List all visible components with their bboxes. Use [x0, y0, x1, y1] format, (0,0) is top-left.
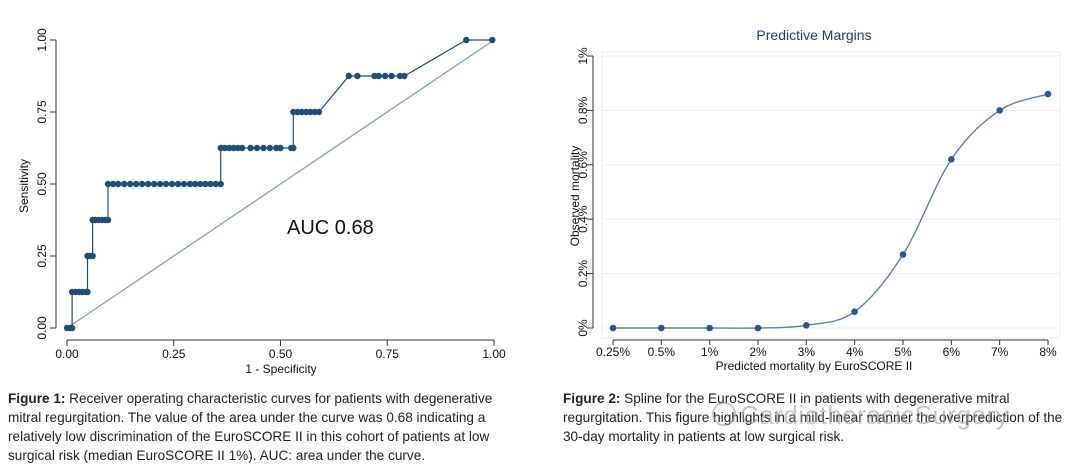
- roc-point: [212, 180, 219, 188]
- pm-point: [996, 107, 1003, 114]
- roc-point: [186, 180, 194, 188]
- roc-point: [138, 180, 146, 188]
- roc-point: [162, 180, 170, 188]
- pm-x-tick-label: 1%: [701, 345, 719, 359]
- roc-point: [388, 72, 395, 80]
- pm-point: [1044, 90, 1052, 98]
- roc-point: [126, 180, 134, 188]
- roc-point: [202, 180, 209, 188]
- pm-x-tick-label: 0.25%: [596, 345, 630, 359]
- roc-point: [247, 144, 254, 152]
- predictive-margins-chart: 0% 0.2% 0.4% 0.6% 0.8% 1% 0.25% 0.5% 1% 2% 3% 4% 5% 6…: [568, 27, 1061, 373]
- roc-y-tick-label: 1.00: [35, 28, 49, 52]
- roc-point: [84, 288, 91, 296]
- watermark-text: CardiothoracicSurgery: [740, 400, 1010, 430]
- pm-ylabel: Observed mortality: [568, 146, 582, 247]
- pm-x-tick-label: 5%: [894, 345, 912, 359]
- pm-point: [851, 308, 858, 315]
- roc-point: [115, 180, 122, 188]
- roc-y-tick-label: 0.25: [35, 244, 49, 268]
- roc-y-tick-label: 0.00: [35, 316, 49, 340]
- wechat-icon: [712, 402, 736, 426]
- watermark: CardiothoracicSurgery: [712, 400, 1009, 431]
- figure-2-caption: Figure 2: Spline for the EuroSCORE II in…: [563, 389, 1075, 446]
- roc-point: [290, 144, 297, 152]
- roc-x-tick-label: 0.75: [376, 347, 400, 361]
- pm-xlabel: Predicted mortality by EuroSCORE II: [716, 359, 913, 373]
- roc-point: [354, 72, 361, 80]
- figure-2-text: Spline for the EuroSCORE II in patients …: [563, 391, 1063, 444]
- pm-x-tick-label: 3%: [798, 345, 816, 359]
- roc-point: [266, 144, 274, 152]
- figure-1: 0.00 0.25 0.50 0.75 1.00 0.00 0.25 0.50 0.75 1.00…: [0, 0, 540, 380]
- figure-1-text: Receiver operating characteristic curves…: [8, 391, 493, 463]
- auc-annotation: AUC 0.68: [287, 217, 374, 239]
- roc-xlabel: 1 - Specificity: [245, 362, 316, 376]
- roc-point: [174, 180, 182, 188]
- roc-point: [401, 72, 408, 80]
- pm-line: [613, 93, 1049, 329]
- roc-point: [104, 180, 112, 188]
- pm-point: [706, 324, 713, 332]
- roc-point: [197, 180, 204, 188]
- pm-point: [754, 324, 762, 332]
- roc-point: [168, 180, 176, 188]
- pm-x-tick-label: 6%: [943, 345, 961, 359]
- roc-point: [68, 324, 76, 332]
- pm-point: [658, 324, 665, 332]
- pm-x-tick-label: 4%: [846, 345, 864, 359]
- roc-chart: 0.00 0.25 0.50 0.75 1.00 0.00 0.25 0.50 0.75 1.00…: [17, 28, 506, 376]
- roc-x-tick-label: 1.00: [482, 347, 506, 361]
- roc-point: [109, 180, 117, 188]
- pm-y-tick-label: 0.8%: [576, 96, 590, 124]
- pm-point: [899, 251, 907, 258]
- roc-x-tick-label: 0.25: [162, 347, 186, 361]
- roc-point: [104, 216, 112, 224]
- roc-point: [156, 180, 164, 188]
- reference-line: [66, 39, 495, 329]
- roc-point: [345, 72, 353, 80]
- roc-point: [207, 180, 214, 188]
- figure-1-label: Figure 1:: [8, 391, 66, 406]
- pm-y-tick-label: 0.2%: [576, 260, 590, 288]
- roc-y-tick-label: 0.75: [35, 100, 49, 124]
- pm-point: [948, 156, 955, 163]
- roc-point: [238, 144, 246, 152]
- roc-point: [489, 36, 496, 44]
- roc-point: [89, 252, 96, 260]
- roc-x-tick-label: 0.00: [55, 347, 79, 361]
- roc-point: [121, 180, 128, 188]
- pm-point: [609, 324, 617, 332]
- roc-point: [144, 180, 152, 188]
- roc-point: [277, 144, 284, 152]
- roc-point: [132, 180, 140, 188]
- roc-point: [315, 108, 323, 116]
- pm-title: Predictive Margins: [756, 27, 871, 43]
- pm-y-tick-label: 1%: [576, 47, 590, 65]
- roc-ylabel: Sensitivity: [17, 159, 31, 213]
- pm-y-tick-label: 0.4%: [576, 205, 590, 233]
- figure-1-caption: Figure 1: Receiver operating characteris…: [8, 389, 528, 465]
- pm-y-tick-label: 0.6%: [576, 151, 590, 179]
- roc-point: [150, 180, 158, 188]
- roc-point: [180, 180, 188, 188]
- figure-2-label: Figure 2:: [563, 391, 621, 406]
- pm-x-tick-label: 8%: [1039, 345, 1057, 359]
- pm-x-tick-label: 7%: [991, 345, 1009, 359]
- roc-x-tick-label: 0.50: [269, 347, 293, 361]
- pm-x-tick-label: 0.5%: [648, 345, 676, 359]
- pm-x-tick-label: 2%: [749, 345, 767, 359]
- roc-point: [260, 144, 267, 152]
- roc-point: [253, 144, 261, 152]
- roc-point: [375, 72, 382, 80]
- figure-2: 0% 0.2% 0.4% 0.6% 0.8% 1% 0.25% 0.5% 1% 2% 3% 4% 5% 6…: [555, 0, 1080, 380]
- pm-y-tick-label: 0%: [576, 319, 590, 337]
- pm-point: [803, 321, 810, 329]
- roc-y-tick-label: 0.50: [35, 172, 49, 196]
- roc-point: [381, 72, 389, 80]
- roc-point: [463, 36, 470, 44]
- roc-point: [217, 180, 224, 188]
- roc-point: [191, 180, 199, 188]
